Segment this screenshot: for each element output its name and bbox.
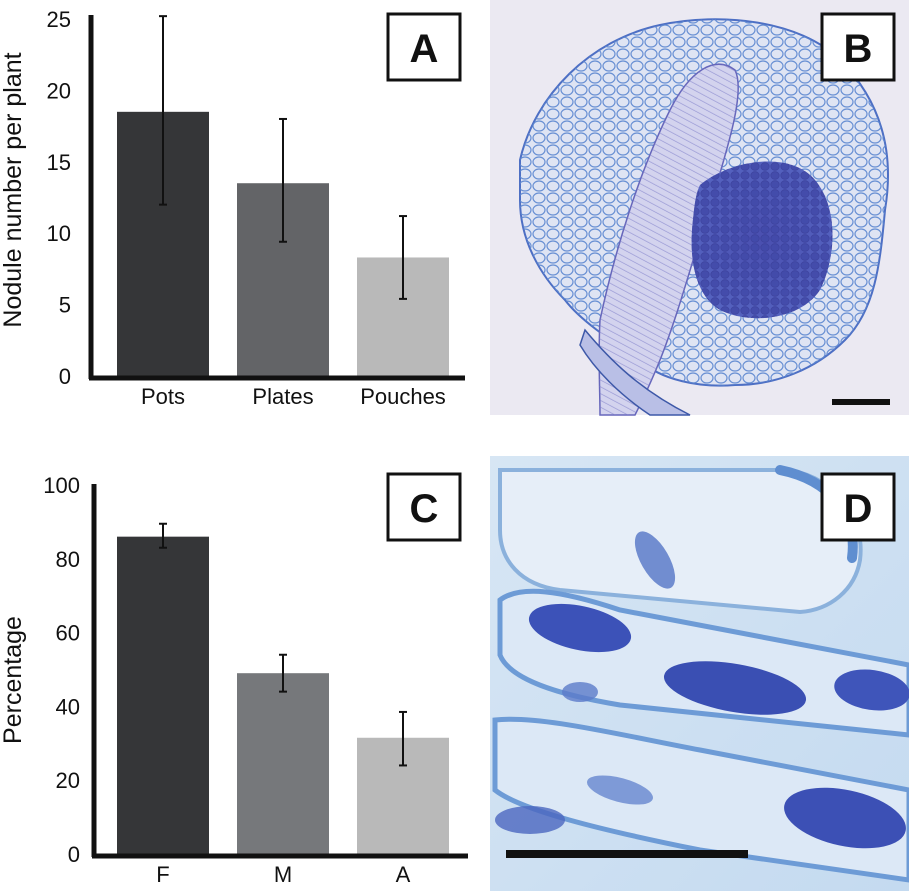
chartA-x-tick-label: Pots	[141, 384, 185, 409]
bacteroid-cluster-1	[528, 603, 632, 653]
chart-c-bars	[117, 536, 449, 854]
scale-bar-b	[832, 399, 890, 405]
bacteroid-cluster-2	[663, 661, 807, 715]
chart-c-error-bars	[159, 522, 407, 767]
panel-c-label-box	[386, 472, 462, 542]
chartC-x-tick-label: A	[396, 862, 411, 887]
bacteroid-cluster-3	[834, 669, 909, 711]
chartA-y-tick-label: 10	[47, 221, 71, 246]
panel-a-label-box	[386, 12, 462, 82]
infected-zone-cells	[691, 161, 833, 319]
chart-a-y-axis-label: Nodule number per plant	[0, 52, 27, 327]
micrograph-d: D	[490, 456, 909, 891]
chartA-x-tick-label: Plates	[252, 384, 313, 409]
panel-c-label: C	[410, 487, 439, 531]
chartC-x-tick-label: M	[274, 862, 292, 887]
panel-a-label: A	[410, 27, 439, 71]
scale-bar-d	[506, 850, 748, 858]
panel-b-label-box	[820, 12, 896, 82]
chartC-bar-f	[117, 536, 209, 854]
root-vascular-texture	[599, 64, 739, 416]
chart-c-y-ticks: 0 20 40 60 80 100	[43, 473, 80, 867]
bacteroid-cluster-6	[562, 682, 598, 702]
chart-a-x-ticks: Pots Plates Pouches	[141, 384, 446, 409]
chart-a: 0 5 10 15 20 25 Pots Plates Pouches Nodule numb…	[0, 7, 465, 409]
chart-a-error-bars	[159, 15, 407, 300]
chart-a-y-ticks: 0 5 10 15 20 25	[47, 7, 71, 389]
panel-d-label-box	[820, 472, 896, 542]
chartC-bar-m	[237, 673, 329, 854]
chartC-y-tick-label: 100	[43, 473, 80, 498]
chartC-y-tick-label: 80	[56, 547, 80, 572]
bacteroid-cluster-8	[495, 806, 565, 834]
bacteroid-cluster-7	[587, 775, 653, 805]
chartC-y-tick-label: 20	[56, 768, 80, 793]
chartA-y-tick-label: 25	[47, 7, 71, 32]
chartC-x-tick-label: F	[156, 862, 169, 887]
chartA-y-tick-label: 15	[47, 150, 71, 175]
chartA-y-tick-label: 5	[59, 293, 71, 318]
chart-c-y-axis-label: Percentage	[0, 616, 27, 744]
root-tail	[579, 328, 691, 416]
panel-d-label: D	[844, 487, 873, 531]
chartC-y-tick-label: 60	[56, 621, 80, 646]
micrograph-b: B	[490, 0, 909, 416]
chart-c: 0 20 40 60 80 100 F M A Percentage C	[0, 472, 468, 887]
bacteroid-cluster-5	[634, 531, 676, 589]
bacteroid-cluster-4	[784, 787, 906, 849]
chartC-y-tick-label: 0	[68, 842, 80, 867]
chartA-y-tick-label: 20	[47, 78, 71, 103]
chartA-y-tick-label: 0	[59, 364, 71, 389]
chartC-y-tick-label: 40	[56, 694, 80, 719]
panel-b-label: B	[844, 27, 873, 71]
chartA-x-tick-label: Pouches	[360, 384, 446, 409]
